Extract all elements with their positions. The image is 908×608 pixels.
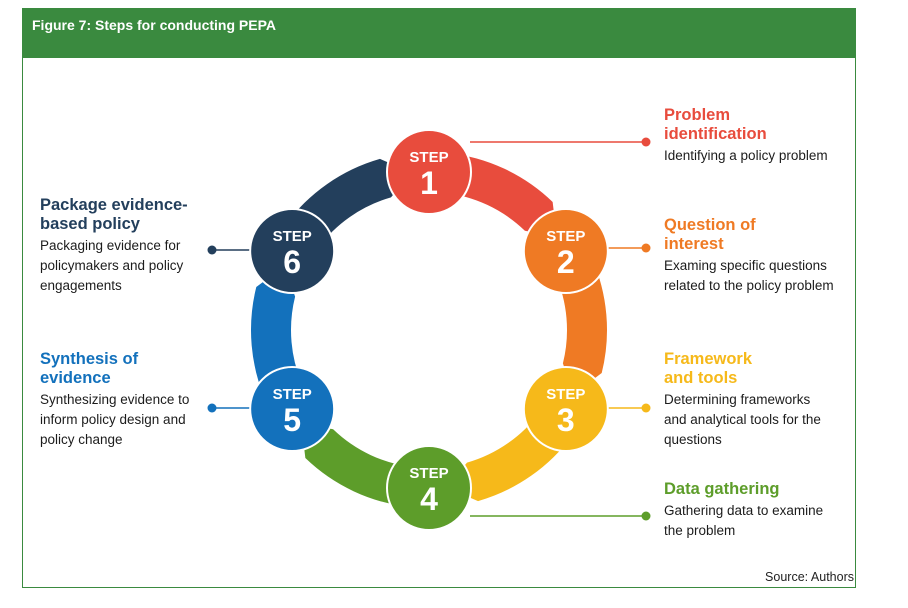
step-1-text: Identifying a policy problem	[664, 148, 828, 163]
step-2-label: STEP	[546, 228, 585, 245]
step-5-number: 5	[283, 402, 301, 438]
step-5-circle	[249, 366, 336, 452]
step-5-description: Synthesis of evidence Synthesizing evide…	[40, 350, 230, 450]
step-6-description: Package evidence-based policy Packaging …	[40, 196, 230, 296]
step-1-label: STEP	[409, 149, 448, 166]
step-1-description: Problem identification Identifying a pol…	[664, 106, 854, 166]
connector-dot-1	[641, 137, 651, 147]
step-6-label: STEP	[273, 228, 312, 245]
connector-dot-5	[207, 403, 217, 413]
step-6-text: Packaging evidence for policymakers and …	[40, 238, 184, 293]
step-6-title: Package evidence-based policy	[40, 196, 188, 233]
connector-dot-3	[641, 403, 651, 413]
connector-dot-2	[641, 243, 651, 253]
step-4-number: 4	[420, 481, 438, 517]
step-1-circle	[386, 129, 472, 215]
step-6-number: 6	[283, 244, 301, 280]
step-4-text: Gathering data to examine the problem	[664, 503, 824, 538]
step-4-title: Data gathering	[664, 480, 780, 498]
step-5-label: STEP	[273, 386, 312, 403]
step-3-circle	[522, 366, 609, 452]
step-6-circle	[249, 208, 336, 294]
connector-dot-6	[207, 245, 217, 255]
step-5-text: Synthesizing evidence to inform policy d…	[40, 392, 190, 447]
figure-header: Figure 7: Steps for conducting PEPA	[22, 8, 856, 58]
step-4-description: Data gathering Gathering data to examine…	[664, 480, 854, 541]
step-4-circle	[386, 445, 472, 531]
step-2-text: Examing specific questions related to th…	[664, 258, 834, 293]
step-1-title: Problem identification	[664, 106, 767, 143]
step-5-title: Synthesis of evidence	[40, 350, 139, 387]
step-1-number: 1	[420, 165, 438, 201]
step-3-label: STEP	[546, 386, 585, 403]
connector-lines	[207, 137, 651, 521]
connector-dot-4	[641, 511, 651, 521]
step-4-label: STEP	[409, 465, 448, 482]
step-2-number: 2	[557, 244, 575, 280]
step-3-title: Framework and tools	[664, 350, 753, 387]
step-3-number: 3	[557, 402, 575, 438]
source-note: Source: Authors	[765, 570, 854, 584]
step-2-description: Question of interest Examing specific qu…	[664, 216, 854, 296]
step-2-title: Question of interest	[664, 216, 756, 253]
step-3-text: Determining frameworks and analytical to…	[664, 392, 821, 447]
step-2-circle	[522, 208, 609, 294]
figure-title: Figure 7: Steps for conducting PEPA	[32, 17, 276, 33]
step-3-description: Framework and tools Determining framewor…	[664, 350, 854, 450]
